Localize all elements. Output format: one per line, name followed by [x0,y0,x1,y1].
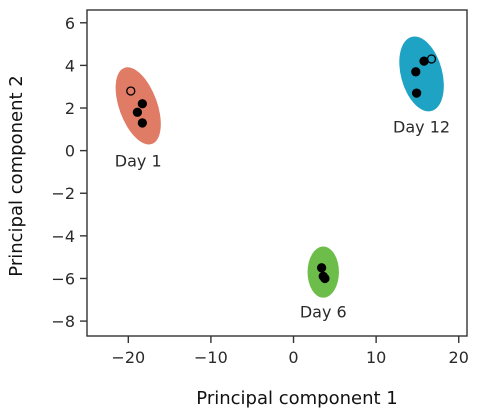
data-point [411,88,422,98]
x-tick-label: 0 [288,348,298,367]
cluster-day-12-label: Day 12 [393,117,450,136]
x-tick-label: 10 [366,348,386,367]
y-tick-label: 6 [65,14,75,33]
data-point [419,56,429,66]
labels-layer: Day 1 Day 12 Day 6 [115,117,450,321]
y-tick-label: −4 [51,227,75,246]
data-point [411,67,421,77]
y-tick-label: −2 [51,184,75,203]
cluster-day-12 [399,36,444,112]
plot-frame [86,9,468,337]
x-tick-label: −10 [194,348,228,367]
cluster-day-6 [307,246,339,298]
y-tick-label: −8 [51,312,75,331]
cluster-day-1-label: Day 1 [115,151,162,170]
y-axis-title: Principal component 2 [6,75,27,276]
x-tick-label: 20 [449,348,469,367]
y-tick-label: 4 [65,56,75,75]
data-point [320,273,330,284]
data-point [132,107,143,117]
y-tick-label: 2 [65,99,75,118]
data-point [137,99,147,109]
data-point [316,263,327,273]
x-axis-title: Principal component 1 [196,388,397,409]
data-point [137,118,147,128]
cluster-day-6-label: Day 6 [300,303,347,322]
cluster-day-1 [115,67,161,145]
x-tick-label: −20 [111,348,145,367]
clusters-layer [115,36,444,298]
data-point-open [126,86,136,96]
y-tick-label: −6 [51,269,75,288]
y-tick-label: 0 [65,142,75,161]
